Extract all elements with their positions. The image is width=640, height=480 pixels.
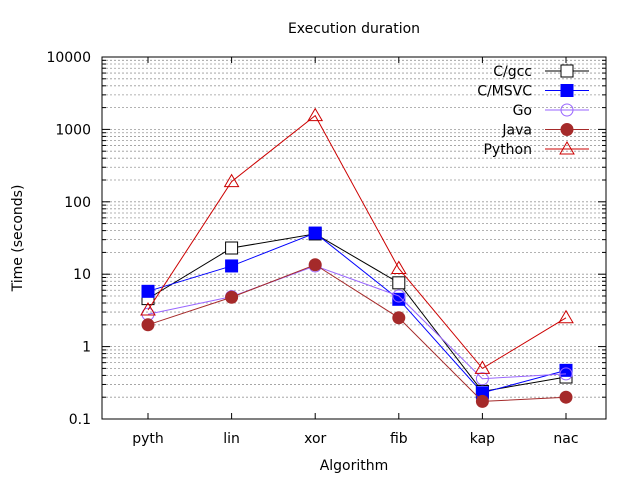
legend-marker: [559, 141, 575, 155]
data-point-c-gcc: [392, 276, 406, 290]
legend-label: Java: [501, 123, 532, 139]
x-tick-label: nac: [553, 431, 578, 447]
legend-marker: [560, 103, 574, 117]
y-tick-label: 1000: [55, 122, 91, 138]
legend-label: C/gcc: [493, 64, 532, 80]
y-tick-label: 100: [64, 195, 91, 211]
y-tick-label: 10000: [46, 50, 91, 66]
series-c-msvc: [141, 226, 573, 400]
data-point-c-msvc: [559, 363, 573, 377]
series-c-gcc: [141, 227, 573, 398]
data-point-java: [559, 390, 573, 404]
legend-entry-java: Java: [501, 123, 589, 139]
data-point-java: [225, 290, 239, 304]
data-point-go: [392, 289, 406, 303]
series-python: [140, 107, 574, 374]
data-point-c-msvc: [141, 284, 155, 298]
data-point-python: [307, 107, 324, 122]
axis-ticks: 0.1 1 10 100 1000 10000 pyth lin xor fib kap nac: [46, 50, 606, 447]
x-tick-label: xor: [304, 431, 326, 447]
legend-marker: [560, 123, 574, 136]
y-axis-title: Time (seconds): [10, 185, 26, 293]
data-point-go: [559, 367, 573, 381]
data-point-c-msvc: [392, 292, 406, 306]
legend-entry-c-msvc: C/MSVC: [477, 84, 589, 100]
x-tick-label: kap: [470, 431, 495, 447]
data-point-java: [308, 258, 322, 272]
legend-entry-c-gcc: C/gcc: [493, 64, 589, 80]
series-line-c-gcc: [147, 233, 567, 393]
data-point-go: [475, 372, 489, 386]
series-java: [141, 258, 573, 408]
series-layer: [140, 107, 574, 408]
data-point-c-msvc: [308, 226, 322, 240]
series-line-python: [147, 114, 567, 370]
chart-title: Execution duration: [288, 21, 420, 37]
plot-frame: [101, 56, 607, 420]
legend-entry-python: Python: [483, 141, 589, 158]
data-point-python: [558, 309, 574, 324]
legend-marker: [560, 84, 574, 97]
x-tick-label: pyth: [132, 431, 164, 447]
y-tick-label: 10: [73, 267, 91, 283]
y-tick-label: 1: [82, 340, 91, 356]
data-point-python: [140, 302, 156, 316]
data-point-python: [474, 360, 491, 374]
x-tick-label: fib: [390, 431, 408, 447]
data-point-c-gcc: [225, 241, 239, 255]
legend-label: Go: [513, 103, 532, 119]
y-tick-label: 0.1: [69, 412, 91, 428]
series-line-c-msvc: [147, 232, 567, 394]
series-line-java: [147, 264, 567, 402]
legend: C/gcc C/MSVC Go Java Python: [477, 64, 589, 158]
series-go: [141, 259, 573, 386]
x-tick-label: lin: [223, 431, 240, 447]
data-point-c-msvc: [225, 259, 239, 273]
legend-label: C/MSVC: [477, 84, 532, 100]
data-point-python: [223, 173, 240, 188]
data-point-java: [392, 311, 406, 325]
legend-label: Python: [483, 142, 532, 158]
data-point-java: [141, 318, 155, 332]
x-axis-title: Algorithm: [320, 458, 389, 474]
data-point-python: [390, 260, 407, 274]
legend-marker: [560, 64, 574, 78]
legend-entry-go: Go: [513, 103, 589, 119]
series-line-go: [147, 265, 567, 380]
grid-lines: [102, 59, 606, 398]
data-point-java: [475, 394, 489, 408]
